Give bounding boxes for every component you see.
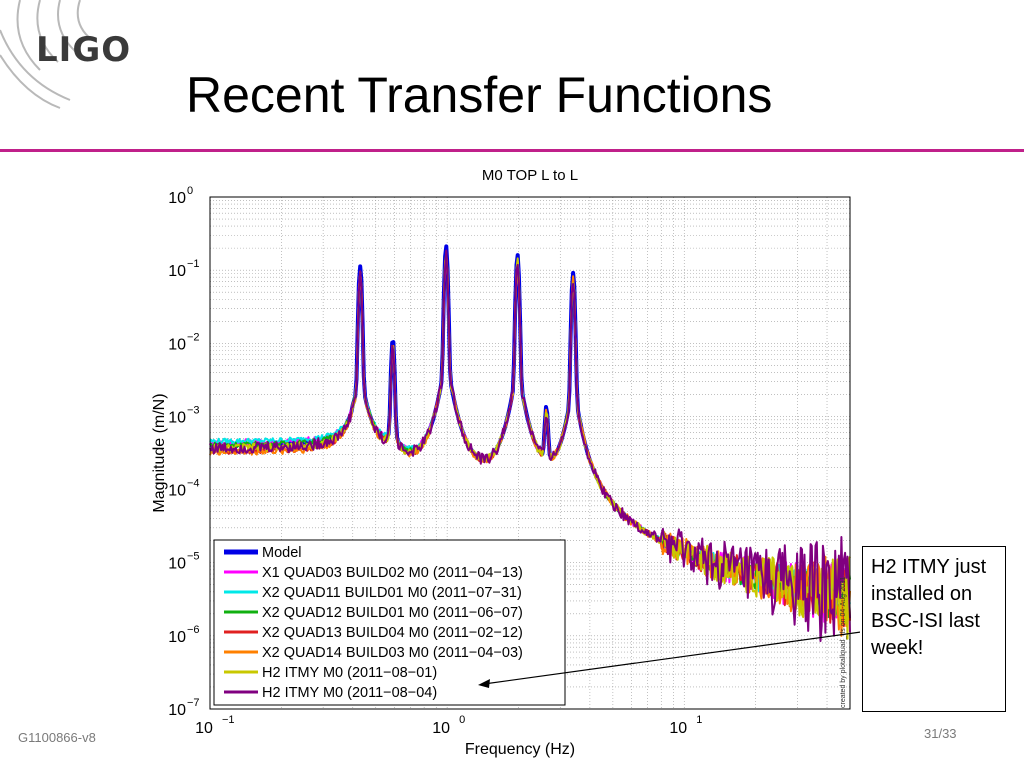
y-tick-label: 10 <box>168 702 186 719</box>
legend-entry: H2 ITMY M0 (2011−08−01) <box>262 665 437 681</box>
ligo-logo-arcs-icon <box>0 0 93 109</box>
legend-entry: X2 QUAD12 BUILD01 M0 (2011−06−07) <box>262 605 523 621</box>
chart-title: M0 TOP L to L <box>482 167 578 184</box>
legend-box <box>213 539 566 706</box>
legend-entry: X1 QUAD03 BUILD02 M0 (2011−04−13) <box>262 565 523 581</box>
y-tick-exponent: 0 <box>187 185 193 197</box>
y-axis-label: Magnitude (m/N) <box>151 393 168 512</box>
y-tick-exponent: −6 <box>187 624 200 636</box>
series-layer <box>209 244 851 643</box>
x-tick-label: 10 <box>669 720 687 737</box>
legend-entry: Model <box>262 545 302 561</box>
y-tick-label: 10 <box>168 629 186 646</box>
side-note: created by plotallquad_tfs on 04-Aug-201… <box>840 576 847 708</box>
y-tick-exponent: −4 <box>187 478 200 490</box>
callout-box: H2 ITMY just installed on BSC-ISI last w… <box>862 546 1006 712</box>
y-tick-exponent: −7 <box>187 697 200 709</box>
y-tick-label: 10 <box>168 336 186 353</box>
y-tick-label: 10 <box>168 409 186 426</box>
document-id: G1100866-v8 <box>18 730 96 745</box>
legend-entry: X2 QUAD11 BUILD01 M0 (2011−07−31) <box>262 585 522 601</box>
page-number: 31/33 <box>924 726 957 741</box>
y-tick-label: 10 <box>168 263 186 280</box>
x-tick-exponent: −1 <box>222 714 235 726</box>
slide-title: Recent Transfer Functions <box>186 67 773 123</box>
y-tick-exponent: −1 <box>187 258 200 270</box>
chart-legend: Model X1 QUAD03 BUILD02 M0 (2011−04−13) X2… <box>213 539 566 706</box>
title-divider <box>0 149 1024 152</box>
x-tick-label: 10 <box>432 720 450 737</box>
ligo-logo: LIGO <box>36 30 132 70</box>
x-tick-label: 10 <box>195 720 213 737</box>
y-tick-label: 10 <box>168 190 186 207</box>
y-tick-exponent: −3 <box>187 404 200 416</box>
series-line <box>209 249 851 643</box>
legend-entry: X2 QUAD13 BUILD04 M0 (2011−02−12) <box>262 625 523 641</box>
x-tick-exponent: 1 <box>696 714 702 726</box>
callout-arrow <box>478 631 860 688</box>
y-tick-exponent: −5 <box>187 551 200 563</box>
y-tick-label: 10 <box>168 556 186 573</box>
legend-entry: H2 ITMY M0 (2011−08−04) <box>262 685 437 701</box>
y-tick-exponent: −2 <box>187 331 200 343</box>
x-axis-label: Frequency (Hz) <box>465 741 575 758</box>
y-tick-label: 10 <box>168 483 186 500</box>
plot-frame <box>209 196 851 710</box>
transfer-function-chart: M0 TOP L to L 10 −1 10 0 10 110 010 −110 −210 −31… <box>151 167 860 758</box>
x-tick-exponent: 0 <box>459 714 465 726</box>
legend-entry: X2 QUAD14 BUILD03 M0 (2011−04−03) <box>262 645 523 661</box>
